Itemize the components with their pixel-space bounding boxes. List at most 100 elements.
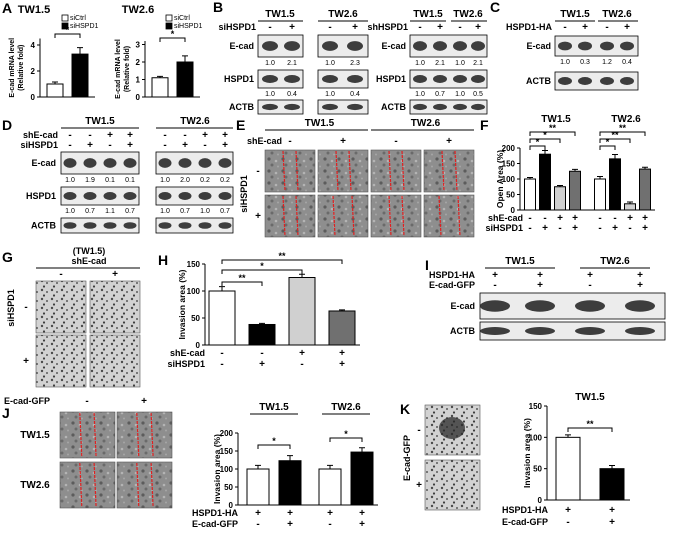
y-tick-label: 1 — [136, 76, 141, 85]
blot-band — [558, 77, 572, 85]
row-label: TW1.5 — [20, 430, 50, 441]
blot-band — [600, 77, 614, 85]
legend-label: siCtrl — [174, 15, 190, 22]
quantification: 0.2 — [220, 177, 230, 184]
micrograph — [317, 194, 369, 238]
sign: - — [108, 140, 111, 151]
quantification: 0.5 — [473, 91, 483, 98]
micrograph — [423, 149, 475, 193]
condition-label: shE-cad — [488, 213, 523, 223]
blot-frame — [554, 35, 639, 57]
y-tick-label: 0 — [31, 93, 36, 102]
sign: + — [609, 517, 615, 528]
blot-band — [347, 103, 363, 111]
bar — [288, 277, 316, 346]
sign: - — [558, 223, 561, 234]
sign: - — [24, 302, 27, 313]
condition-label: HSPD1-HA — [192, 508, 239, 518]
y-tick-label: 150 — [529, 402, 543, 411]
significance-bracket — [221, 259, 343, 264]
legend-swatch — [165, 22, 173, 30]
quantification: 2.3 — [350, 60, 360, 67]
quantification: 0.1 — [125, 177, 135, 184]
significance-bracket — [529, 131, 576, 136]
significance-bracket — [529, 138, 561, 143]
condition-label: shE-cad — [170, 348, 205, 358]
significance-label: * — [272, 436, 276, 446]
sign: + — [572, 223, 578, 234]
protein-label: E-cad — [526, 41, 551, 51]
condition-label: E-cad-GFP — [4, 396, 50, 406]
sign: + — [255, 211, 261, 222]
y-tick-label: 4 — [31, 41, 36, 50]
sign: + — [637, 280, 643, 291]
blot-band — [198, 192, 212, 200]
quantification: 1.0 — [415, 60, 425, 67]
bar — [278, 460, 302, 506]
bar — [151, 77, 169, 98]
micrograph — [116, 411, 173, 459]
sign: + — [339, 359, 345, 370]
y-axis-label: Open Area (%) — [495, 150, 505, 208]
blot-band — [284, 75, 300, 83]
sign: - — [628, 223, 631, 234]
wound-edge — [295, 150, 299, 192]
significance-bracket — [159, 37, 186, 42]
blot-band — [525, 300, 555, 312]
sign: - — [68, 140, 71, 151]
blot-frame — [155, 186, 234, 206]
sign: - — [256, 166, 259, 177]
quantification: 1.0 — [265, 91, 275, 98]
blot-band — [198, 222, 212, 229]
y-tick-label: 100 — [502, 175, 516, 184]
quantification: 1.9 — [85, 177, 95, 184]
sign: + — [259, 359, 265, 370]
panel-label: I — [425, 257, 429, 273]
quantification: 1.1 — [105, 208, 115, 215]
sign: + — [327, 508, 333, 519]
blot-frame — [409, 69, 488, 89]
blot-band — [558, 41, 572, 51]
blot-band — [198, 158, 212, 168]
micrograph — [89, 334, 141, 388]
y-axis-label: E-cad mRNA level — [9, 38, 16, 98]
y-tick-label: 150 — [220, 447, 234, 456]
blot-band — [471, 103, 485, 111]
wound-edge — [438, 195, 442, 237]
blot-band — [433, 75, 447, 83]
blot-band — [83, 222, 97, 229]
significance-label: * — [536, 137, 540, 147]
blot-band — [625, 300, 655, 312]
sign: - — [300, 359, 303, 370]
significance-bracket — [221, 281, 263, 286]
blot-frame — [317, 34, 369, 58]
bar — [624, 203, 636, 211]
condition-label: siHSPD1 — [6, 289, 16, 327]
sign: - — [566, 517, 569, 528]
micrograph — [370, 149, 422, 193]
sign: + — [542, 223, 548, 234]
quantification: 1.0 — [265, 60, 275, 67]
micrograph — [370, 194, 422, 238]
micrograph — [59, 461, 116, 509]
sign: + — [299, 348, 305, 359]
sign: + — [23, 356, 29, 367]
sign: + — [416, 480, 422, 491]
condition-label: siHSPD1 — [218, 22, 256, 32]
y-tick-label: 50 — [191, 314, 200, 323]
blot-band — [575, 327, 605, 335]
sign: - — [418, 22, 421, 33]
condition-label: HSPD1-HA — [502, 505, 549, 515]
quantification: 2.1 — [287, 60, 297, 67]
wound-edge — [388, 150, 392, 192]
significance-label: * — [171, 29, 175, 39]
sign: - — [458, 22, 461, 33]
significance-label: ** — [586, 419, 594, 429]
blot-band — [453, 41, 467, 51]
quantification: 0.4 — [287, 91, 297, 98]
panel-label: B — [213, 0, 223, 15]
bar — [639, 168, 651, 211]
significance-label: * — [606, 137, 610, 147]
sign: + — [609, 505, 615, 516]
